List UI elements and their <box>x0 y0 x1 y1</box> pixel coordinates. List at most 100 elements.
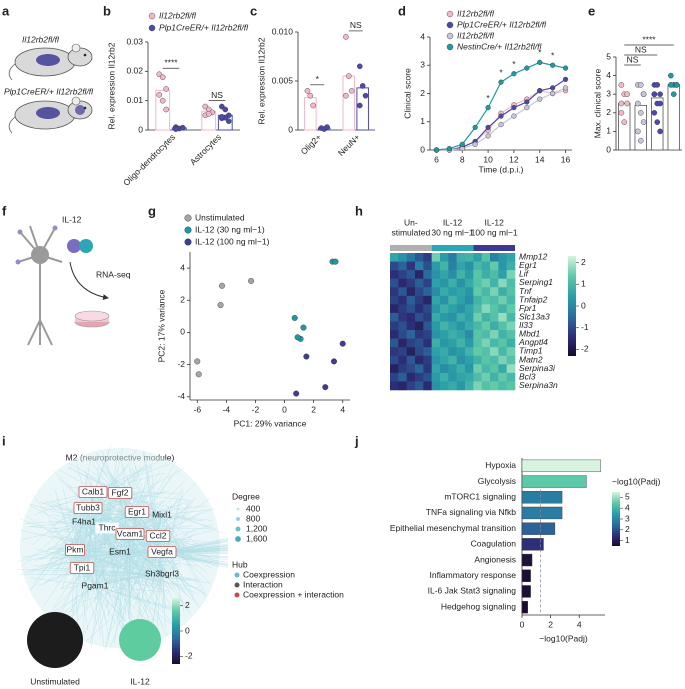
data-point <box>300 324 307 331</box>
condition-label: Unstimulated <box>30 676 80 686</box>
heatmap-cell <box>440 287 449 297</box>
significance-label: * <box>551 51 555 61</box>
heatmap-cell <box>481 295 491 305</box>
y-axis-label: Rel. expression Il12rb2 <box>106 42 116 129</box>
legend-label: Plp1CreER/+ Il12rb2fl/fl <box>159 22 249 32</box>
heatmap-cell <box>423 372 432 382</box>
network-edge <box>37 514 163 575</box>
network-edge <box>62 514 163 571</box>
heatmap-cell <box>390 304 399 314</box>
heatmap-cell <box>440 261 449 271</box>
network-edge <box>119 551 170 567</box>
heatmap-cell <box>415 295 424 305</box>
network-edge <box>39 511 138 560</box>
significance-label: NS <box>635 44 647 54</box>
network-edge <box>74 449 137 551</box>
data-point <box>332 258 339 265</box>
bar <box>521 569 531 582</box>
legend-marker <box>446 43 454 51</box>
heatmap-cell <box>490 261 499 271</box>
heatmap-cell <box>465 312 474 322</box>
significance-label: NS <box>211 90 223 100</box>
data-point <box>618 82 625 88</box>
data-point <box>485 124 491 131</box>
heatmap-cell <box>431 287 441 297</box>
node-label: Fgf2 <box>111 487 128 497</box>
bar <box>618 103 631 151</box>
network-edge <box>161 551 166 630</box>
colorbar-tick-label: 1 <box>581 279 586 289</box>
network-edge <box>56 497 83 569</box>
network-edge <box>105 535 159 596</box>
y-tick-label: 4 <box>180 262 185 272</box>
heatmap-cell <box>506 261 516 271</box>
heatmap-cell <box>473 372 482 382</box>
panel-letter: i <box>2 433 6 448</box>
network-edge <box>129 533 177 616</box>
y-axis-label: Max. clinical score <box>592 69 602 139</box>
data-point <box>307 92 314 99</box>
network-edge <box>27 514 163 575</box>
heatmap-cell <box>490 330 499 339</box>
colorbar-tick-label: 3 <box>625 513 630 523</box>
data-point <box>294 334 301 341</box>
panel-letter: d <box>398 3 406 18</box>
legend-marker <box>148 24 156 32</box>
data-point <box>657 128 663 135</box>
heatmap-cell <box>473 253 482 262</box>
heatmap-cell <box>390 312 399 322</box>
network-edge <box>92 491 181 494</box>
hub-label: Coexpression <box>243 569 295 579</box>
network-edge <box>129 533 149 571</box>
network-edge <box>21 511 138 540</box>
network-edge <box>50 535 163 553</box>
data-point <box>637 110 644 116</box>
heatmap-cell <box>431 270 441 279</box>
panel-letter: c <box>250 3 257 18</box>
network-edge <box>128 533 131 619</box>
node-label: Egr1 <box>128 506 146 516</box>
node-label: Tubb3 <box>76 502 100 512</box>
network-edge <box>81 484 103 569</box>
heatmap-cell <box>423 304 432 314</box>
heatmap-cell <box>490 253 499 262</box>
network-edge <box>62 573 163 589</box>
network-edge <box>81 565 166 569</box>
heatmap-cell <box>465 253 474 262</box>
group-label: stimulated <box>391 227 430 237</box>
heatmap-cell <box>440 270 449 279</box>
node-label: Pkm <box>67 544 84 554</box>
heatmap-cell <box>406 372 416 382</box>
network-edge <box>84 510 159 537</box>
network-edge <box>92 491 160 591</box>
network-edge <box>151 467 159 537</box>
network-edge <box>142 573 163 617</box>
data-point <box>640 119 647 125</box>
y-tick-label: -4 <box>177 391 185 401</box>
network-edge <box>150 502 163 553</box>
network-edge <box>132 459 159 537</box>
heatmap-cell <box>406 253 416 262</box>
bar <box>521 475 587 488</box>
condition-circle <box>27 612 83 668</box>
heatmap-cell <box>465 321 474 331</box>
network-edge <box>54 489 76 551</box>
bar <box>521 553 533 567</box>
node-box <box>78 486 108 498</box>
x-tick-label: Oligo-dendrocytes <box>121 132 177 188</box>
network-edge <box>83 521 116 600</box>
panel-letter: a <box>2 3 10 18</box>
heatmap-cell <box>423 287 432 297</box>
heatmap-cell <box>398 312 407 322</box>
node-box <box>107 487 133 499</box>
heatmap-cell <box>506 253 516 262</box>
network-edge <box>113 551 163 596</box>
node-box <box>147 546 177 558</box>
network-edge <box>129 469 178 535</box>
group-label: Un- <box>404 217 418 227</box>
node-label: Thrc <box>99 522 117 532</box>
network-edge <box>81 559 188 569</box>
data-point <box>322 384 329 391</box>
network-edge <box>83 521 208 597</box>
data-point <box>637 137 644 144</box>
